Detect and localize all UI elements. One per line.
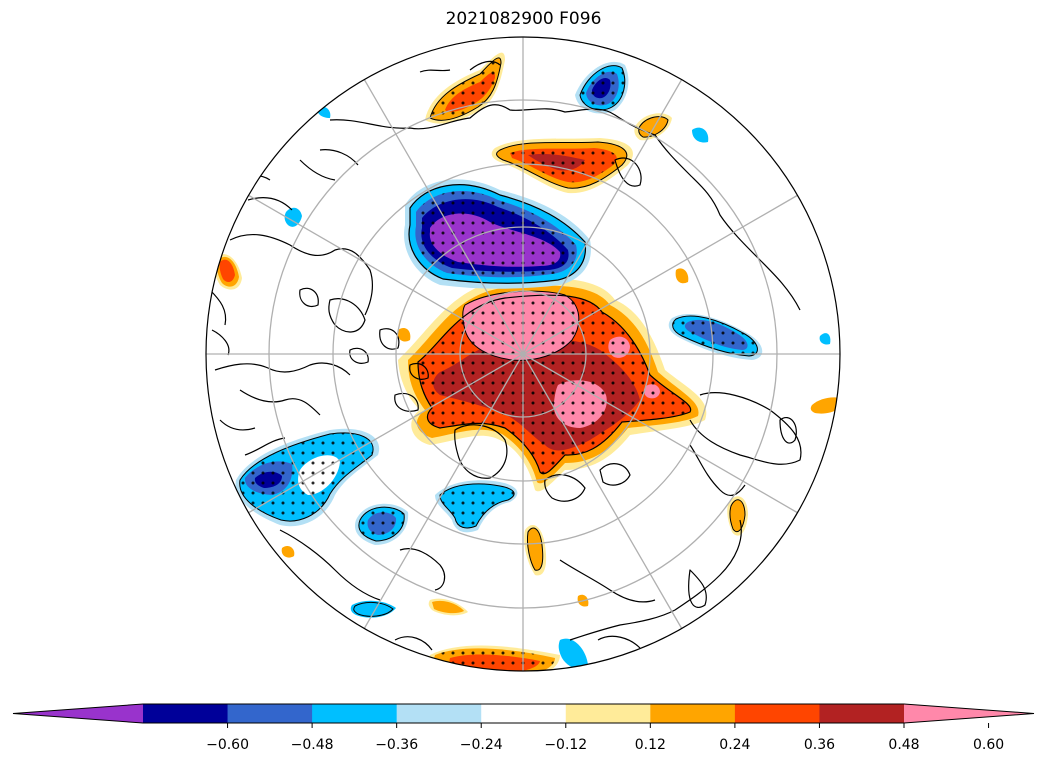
colorbar-segment: [312, 704, 398, 723]
colorbar-tick-label: −0.60: [206, 737, 249, 753]
graticule: [206, 37, 840, 671]
colorbar-segment: [227, 704, 313, 723]
colorbar-extend-min: [13, 704, 143, 723]
colorbar-segment: [396, 704, 482, 723]
colorbar-segment: [819, 704, 905, 723]
colorbar-segment: [481, 704, 567, 723]
colorbar-tick-label: 0.48: [888, 737, 919, 753]
anomaly-field: [213, 52, 840, 671]
colorbar-outline: [12, 703, 1035, 724]
colorbar-segment: [650, 704, 736, 723]
colorbar-segment: [143, 704, 229, 723]
coastlines: [209, 60, 802, 651]
polar-map: [205, 36, 841, 672]
colorbar-tick-label: 0.36: [804, 737, 835, 753]
colorbar-tick-label: −0.12: [544, 737, 587, 753]
colorbar-tick-label: 0.12: [635, 737, 666, 753]
colorbar-segment: [734, 704, 820, 723]
colorbar-extend-max: [904, 704, 1034, 723]
colorbar-tick-label: −0.24: [460, 737, 503, 753]
colorbar-tick-label: 0.60: [973, 737, 1004, 753]
map-boundary: [205, 36, 841, 672]
colorbar-tick-label: 0.24: [719, 737, 750, 753]
map-title: 2021082900 F096: [445, 9, 602, 29]
colorbar-tick-label: −0.48: [291, 737, 334, 753]
colorbar-segment: [565, 704, 651, 723]
colorbar-tick-label: −0.36: [375, 737, 418, 753]
